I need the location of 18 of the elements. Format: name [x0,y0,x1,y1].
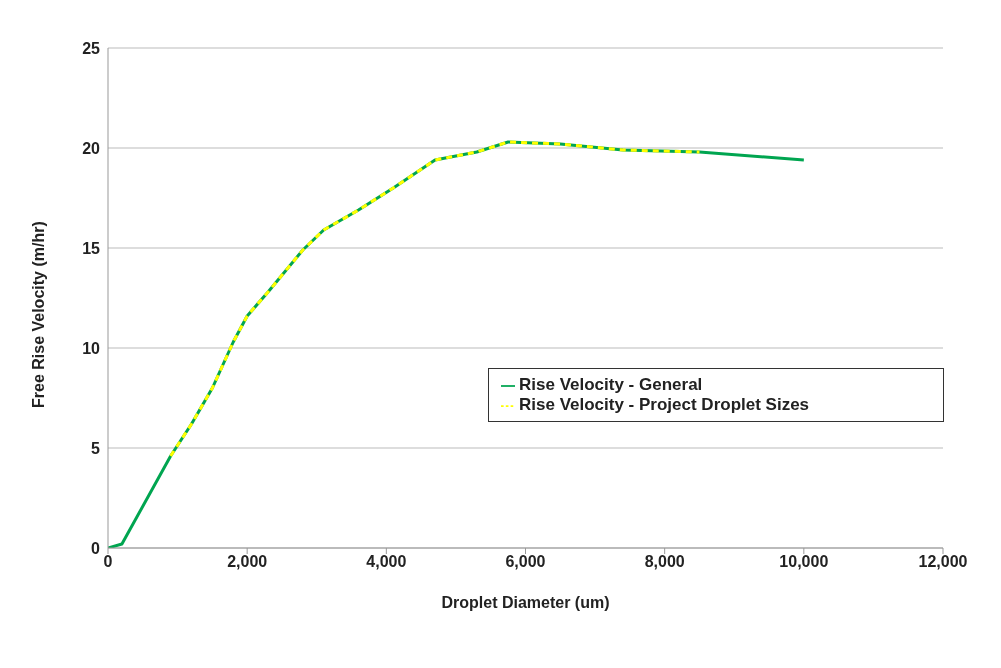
y-axis-title: Free Rise Velocity (m/hr) [29,221,47,408]
x-tick-label: 10,000 [779,553,829,571]
y-tick-label: 0 [91,539,101,557]
y-tick-label: 10 [82,339,101,357]
y-tick-label: 5 [91,439,101,457]
x-tick-label: 8,000 [644,553,685,571]
y-tick-label: 20 [82,139,101,157]
legend-label: Rise Velocity - General [519,375,703,394]
y-tick-label: 15 [82,239,101,257]
line-series [169,140,701,458]
x-axis-title: Droplet Diameter (um) [441,594,610,611]
y-tick-label: 25 [82,39,101,57]
x-tick-label: 4,000 [366,553,407,571]
x-tick-label: 6,000 [505,553,546,571]
x-tick-label: 0 [103,553,113,571]
legend-label: Rise Velocity - Project Droplet Sizes [519,395,810,414]
x-tick-label: 12,000 [918,553,968,571]
x-tick-label: 2,000 [227,553,268,571]
